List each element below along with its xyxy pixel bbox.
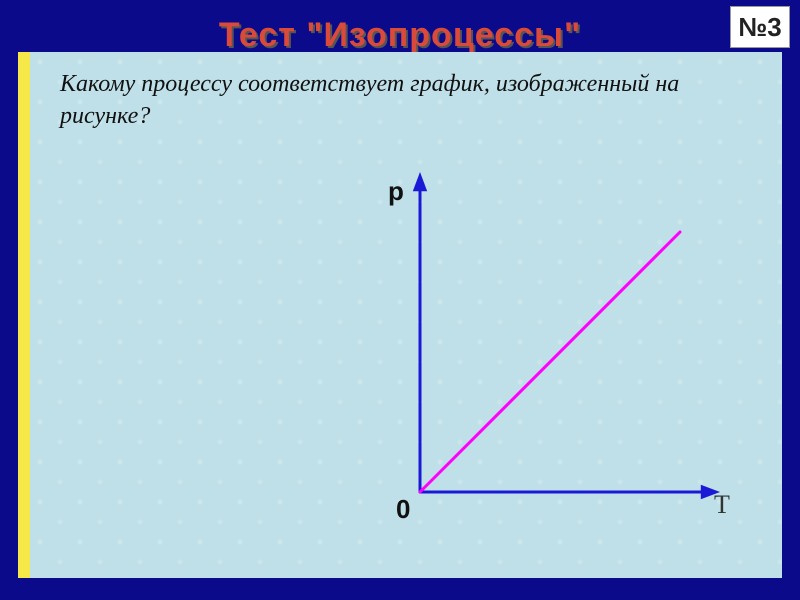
question-number-badge: №3	[730, 6, 790, 48]
question-text: Какому процессу соответствует график, из…	[60, 68, 752, 133]
content-panel: Какому процессу соответствует график, из…	[30, 52, 782, 578]
chart-svg	[360, 172, 740, 532]
title-text: Тест "Изопроцессы"	[219, 16, 581, 55]
y-axis-label: p	[388, 176, 404, 207]
question-number: №3	[738, 12, 781, 43]
x-axis-label: T	[714, 490, 730, 520]
slide-frame: Тест "Изопроцессы" №3 Какому процессу со…	[0, 0, 800, 600]
pt-chart: p 0 T	[360, 172, 740, 532]
origin-label: 0	[396, 494, 410, 525]
yellow-accent-strip	[18, 52, 30, 578]
